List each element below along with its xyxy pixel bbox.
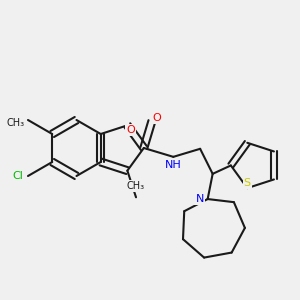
Text: NH: NH bbox=[165, 160, 182, 170]
Text: O: O bbox=[152, 113, 161, 123]
Text: CH₃: CH₃ bbox=[127, 181, 145, 191]
Text: CH₃: CH₃ bbox=[7, 118, 25, 128]
Text: O: O bbox=[126, 125, 135, 135]
Text: Cl: Cl bbox=[12, 171, 23, 181]
Text: N: N bbox=[196, 194, 204, 204]
Text: S: S bbox=[244, 178, 251, 188]
